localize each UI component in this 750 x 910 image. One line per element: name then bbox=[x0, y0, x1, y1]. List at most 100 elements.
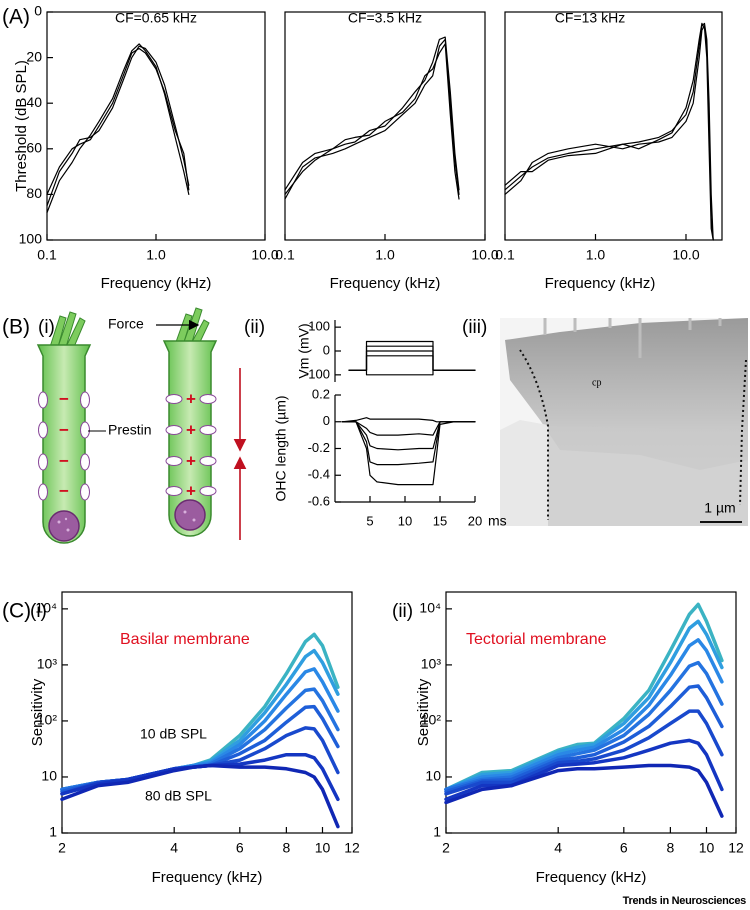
scale-bar-label: 1 µm bbox=[704, 500, 735, 516]
y-tick-label: 10⁴ bbox=[35, 600, 57, 616]
data-line bbox=[341, 421, 476, 486]
panel-label: (A) bbox=[2, 6, 30, 29]
data-line bbox=[444, 684, 724, 794]
y-tick-label: -0.2 bbox=[308, 440, 330, 455]
x-tick-label: 10.0 bbox=[672, 247, 699, 263]
panel-label: (i) bbox=[38, 317, 55, 338]
charge-sign: + bbox=[186, 481, 196, 500]
y-axis-label: Vm (mV) bbox=[296, 323, 312, 378]
y-tick-label: -0.4 bbox=[308, 467, 330, 482]
y-tick-label: 80 bbox=[26, 185, 42, 201]
data-line bbox=[46, 45, 190, 207]
data-line bbox=[341, 421, 476, 466]
y-tick-label: -100 bbox=[304, 366, 330, 381]
y-tick-label: 10³ bbox=[37, 656, 58, 672]
chart-title: CF=13 kHz bbox=[555, 10, 625, 26]
y-tick-label: 0.2 bbox=[312, 386, 330, 401]
x-axis-label: Frequency (kHz) bbox=[330, 275, 441, 292]
y-tick-label: 10² bbox=[421, 712, 442, 728]
y-axis-label: Threshold (dB SPL) bbox=[13, 60, 30, 192]
data-line bbox=[284, 38, 460, 200]
y-axis-label: Sensitivity bbox=[415, 678, 432, 746]
data-line bbox=[46, 43, 190, 214]
x-tick-label: 2 bbox=[58, 840, 66, 856]
x-tick-label: 10 bbox=[398, 513, 412, 528]
data-line bbox=[444, 619, 724, 792]
x-tick-label: 4 bbox=[554, 840, 562, 856]
panel-label: (ii) bbox=[392, 601, 413, 622]
data-line bbox=[341, 417, 476, 423]
x-tick-label: 10.0 bbox=[471, 247, 498, 263]
y-tick-label: 100 bbox=[19, 231, 43, 247]
x-tick-label: 6 bbox=[620, 840, 628, 856]
panel-label: (B) bbox=[2, 316, 30, 339]
plot-frame bbox=[61, 591, 353, 834]
panel-label: (ii) bbox=[244, 317, 265, 338]
panel-label: (i) bbox=[30, 601, 47, 622]
x-tick-label: 5 bbox=[366, 513, 373, 528]
y-tick-label: 0 bbox=[34, 3, 42, 19]
x-tick-label: 1.0 bbox=[375, 247, 395, 263]
y-tick-label: 10³ bbox=[421, 656, 442, 672]
chart-title: CF=3.5 kHz bbox=[348, 10, 422, 26]
y-tick-label: -0.6 bbox=[308, 493, 330, 508]
charge-sign: − bbox=[59, 481, 69, 500]
y-tick-label: 10 bbox=[41, 768, 57, 784]
x-axis-label: Frequency (kHz) bbox=[152, 869, 263, 886]
x-axis-label: Frequency (kHz) bbox=[536, 869, 647, 886]
x-tick-label: 0.1 bbox=[495, 247, 515, 263]
x-tick-label: 20 bbox=[468, 513, 482, 528]
y-tick-label: 0 bbox=[323, 413, 330, 428]
y-tick-label: 40 bbox=[26, 94, 42, 110]
chart-title: Basilar membrane bbox=[120, 631, 250, 648]
force-label: Force bbox=[108, 316, 144, 332]
data-line bbox=[444, 763, 724, 818]
x-tick-label: 15 bbox=[433, 513, 447, 528]
chart-title: Tectorial membrane bbox=[466, 631, 607, 648]
data-line bbox=[444, 660, 724, 792]
annotation: 80 dB SPL bbox=[145, 788, 212, 804]
data-line bbox=[60, 704, 340, 794]
plot-frame bbox=[46, 11, 266, 241]
x-axis-label: ms bbox=[488, 513, 507, 529]
x-axis-label: Frequency (kHz) bbox=[101, 275, 212, 292]
chart-title: CF=0.65 kHz bbox=[115, 10, 197, 26]
x-tick-label: 8 bbox=[666, 840, 674, 856]
x-tick-label: 12 bbox=[728, 840, 744, 856]
charge-sign: − bbox=[59, 420, 69, 439]
x-tick-label: 10 bbox=[699, 840, 715, 856]
charge-sign: − bbox=[59, 389, 69, 408]
data-line bbox=[504, 22, 714, 241]
y-tick-label: 1 bbox=[49, 824, 57, 840]
data-line bbox=[504, 25, 714, 241]
panel-label: (iii) bbox=[462, 317, 487, 338]
data-line bbox=[60, 763, 340, 829]
panel-label: (C) bbox=[2, 600, 31, 623]
x-axis-label: Frequency (kHz) bbox=[545, 275, 656, 292]
annotation: 10 dB SPL bbox=[140, 726, 207, 742]
x-tick-label: 0.1 bbox=[275, 247, 295, 263]
data-line bbox=[46, 47, 190, 195]
charge-sign: + bbox=[186, 420, 196, 439]
y-axis-label: OHC length (µm) bbox=[273, 395, 289, 501]
x-tick-label: 10 bbox=[315, 840, 331, 856]
data-line bbox=[348, 345, 476, 371]
data-line bbox=[60, 752, 340, 802]
y-tick-label: 10 bbox=[425, 768, 441, 784]
y-tick-label: 10² bbox=[37, 712, 58, 728]
prestin-label: Prestin bbox=[108, 422, 152, 438]
data-line bbox=[348, 350, 476, 371]
data-line bbox=[444, 638, 724, 792]
charge-sign: + bbox=[186, 451, 196, 470]
data-line bbox=[504, 22, 714, 241]
region-label: cp bbox=[592, 377, 601, 388]
x-tick-label: 1.0 bbox=[586, 247, 606, 263]
x-tick-label: 1.0 bbox=[146, 247, 166, 263]
data-line bbox=[348, 369, 476, 376]
y-tick-label: 100 bbox=[308, 319, 330, 334]
y-tick-label: 20 bbox=[26, 48, 42, 64]
plot-frame bbox=[504, 11, 723, 241]
data-line bbox=[444, 709, 724, 796]
plot-frame bbox=[445, 591, 737, 834]
